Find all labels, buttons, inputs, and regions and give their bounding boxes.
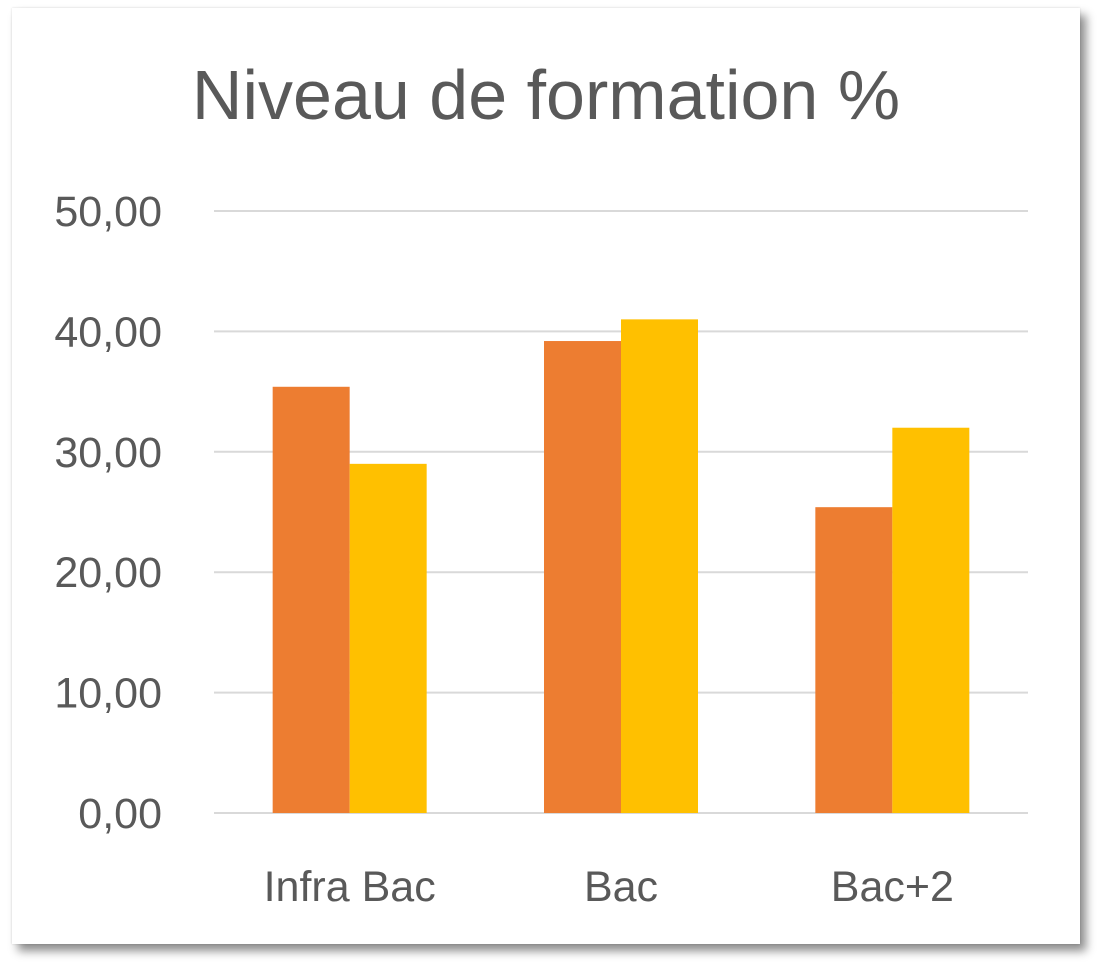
bars [272, 319, 970, 813]
y-tick-label: 30,00 [54, 429, 162, 477]
y-tick-label: 10,00 [54, 670, 162, 718]
y-axis-tick-labels: 0,00 10,00 20,00 30,00 40,00 50,00 [54, 188, 162, 838]
x-category-label: Bac+2 [831, 863, 954, 911]
bar [349, 463, 427, 813]
x-category-label: Bac [584, 863, 658, 911]
chart-card: Niveau de formation % 0,00 10,00 20,00 30,0… [12, 8, 1080, 944]
bar [272, 386, 350, 813]
y-tick-label: 40,00 [54, 308, 162, 356]
plot-area: 0,00 10,00 20,00 30,00 40,00 50,00 Infra Bac B… [54, 188, 1028, 911]
y-tick-label: 20,00 [54, 549, 162, 597]
y-tick-label: 50,00 [54, 188, 162, 236]
bar [621, 319, 698, 813]
bar [815, 507, 893, 813]
x-axis-category-labels: Infra Bac Bac Bac+2 [264, 863, 954, 911]
bar [544, 341, 621, 813]
x-category-label: Infra Bac [264, 863, 436, 911]
bar [892, 427, 970, 813]
y-tick-label: 0,00 [78, 790, 162, 838]
chart-title: Niveau de formation % [191, 56, 901, 134]
